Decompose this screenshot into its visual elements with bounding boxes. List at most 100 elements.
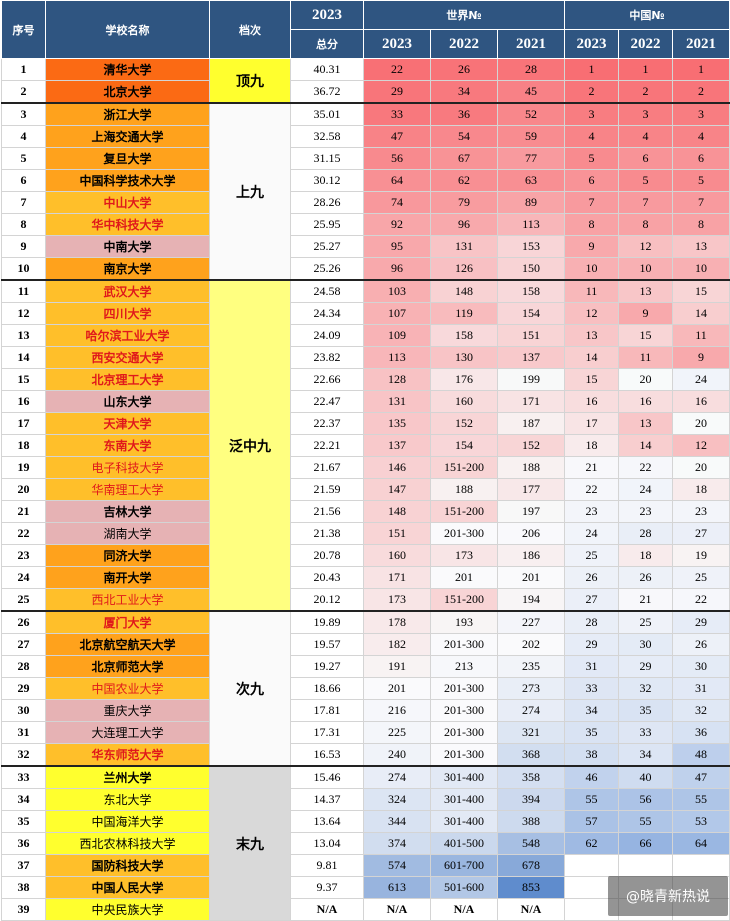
school-name: 华南理工大学 xyxy=(45,478,210,501)
china-rank-2021: 26 xyxy=(672,633,730,656)
table-row: 27 北京航空航天大学 19.57 182 201-300 202 29 30 26 xyxy=(1,633,730,656)
total-score: 13.64 xyxy=(290,810,364,833)
rank-number: 19 xyxy=(1,456,46,479)
total-score: 24.58 xyxy=(290,279,364,303)
table-row: 11 武汉大学 泛中九 24.58 103 148 158 11 13 15 xyxy=(1,279,730,612)
china-rank-2023: 13 xyxy=(564,324,619,347)
table-row: 30 重庆大学 17.81 216 201-300 274 34 35 32 xyxy=(1,699,730,722)
school-name: 哈尔滨工业大学 xyxy=(45,324,210,347)
total-score: 31.15 xyxy=(290,147,364,170)
table-row: 13 哈尔滨工业大学 24.09 109 158 151 13 15 11 xyxy=(1,324,730,347)
world-rank-2022: 160 xyxy=(430,390,498,413)
china-rank-2022: 33 xyxy=(618,721,673,744)
total-score: 21.67 xyxy=(290,456,364,479)
total-score: 17.81 xyxy=(290,699,364,722)
world-rank-2023: 201 xyxy=(363,677,431,700)
world-rank-2023: 107 xyxy=(363,302,431,325)
rank-number: 30 xyxy=(1,699,46,722)
china-rank-2021: 6 xyxy=(672,147,730,170)
table-row: 10 南京大学 25.26 96 126 150 10 10 10 xyxy=(1,257,730,281)
total-score: 25.26 xyxy=(290,257,364,281)
world-rank-2021: 151 xyxy=(497,324,565,347)
rank-number: 17 xyxy=(1,412,46,435)
table-row: 25 西北工业大学 20.12 173 151-200 194 27 21 22 xyxy=(1,588,730,612)
world-rank-2021: 188 xyxy=(497,456,565,479)
china-rank-2021: 8 xyxy=(672,213,730,236)
world-rank-2023: 135 xyxy=(363,412,431,435)
total-score: 22.47 xyxy=(290,390,364,413)
school-name: 中央民族大学 xyxy=(45,898,210,921)
total-score: 22.66 xyxy=(290,368,364,391)
world-rank-2022: 54 xyxy=(430,125,498,148)
world-rank-2021: 548 xyxy=(497,832,565,855)
rank-number: 7 xyxy=(1,191,46,214)
world-rank-2023: 74 xyxy=(363,191,431,214)
total-score: N/A xyxy=(290,898,364,921)
table-row: 7 中山大学 28.26 74 79 89 7 7 7 xyxy=(1,191,730,214)
china-rank-2023: 2 xyxy=(564,80,619,104)
table-row: 22 湖南大学 21.38 151 201-300 206 24 28 27 xyxy=(1,522,730,545)
world-rank-2021: 206 xyxy=(497,522,565,545)
china-rank-2023: 16 xyxy=(564,390,619,413)
china-rank-2021: 4 xyxy=(672,125,730,148)
school-name: 复旦大学 xyxy=(45,147,210,170)
school-name: 中国人民大学 xyxy=(45,876,210,899)
school-name: 北京理工大学 xyxy=(45,368,210,391)
world-rank-2021: N/A xyxy=(497,898,565,921)
china-rank-2021: 23 xyxy=(672,500,730,523)
china-rank-2021: 30 xyxy=(672,655,730,678)
china-rank-2022: 24 xyxy=(618,478,673,501)
table-row: 32 华东师范大学 16.53 240 201-300 368 38 34 48 xyxy=(1,743,730,767)
header-total-score: 总分 xyxy=(290,29,364,59)
world-rank-2022: 154 xyxy=(430,434,498,457)
header-world-2021: 2021 xyxy=(497,29,565,59)
china-rank-2022: 20 xyxy=(618,368,673,391)
china-rank-2022: 4 xyxy=(618,125,673,148)
total-score: 40.31 xyxy=(290,58,364,81)
china-rank-2022: 23 xyxy=(618,500,673,523)
source-watermark: @晓青新热说 xyxy=(608,876,728,916)
header-world-rank: 世界№ xyxy=(363,0,565,30)
school-name: 中国海洋大学 xyxy=(45,810,210,833)
world-rank-2023: 171 xyxy=(363,566,431,589)
china-rank-2022: 14 xyxy=(618,434,673,457)
china-rank-2023: 12 xyxy=(564,302,619,325)
china-rank-2022: 21 xyxy=(618,588,673,612)
school-name: 重庆大学 xyxy=(45,699,210,722)
total-score: 25.95 xyxy=(290,213,364,236)
china-rank-2023: 22 xyxy=(564,478,619,501)
world-rank-2022: 151-200 xyxy=(430,500,498,523)
world-rank-2023: 574 xyxy=(363,854,431,877)
total-score: 24.34 xyxy=(290,302,364,325)
table-row: 19 电子科技大学 21.67 146 151-200 188 21 22 20 xyxy=(1,456,730,479)
school-name: 中南大学 xyxy=(45,235,210,258)
china-rank-2021: 31 xyxy=(672,677,730,700)
china-rank-2022: 66 xyxy=(618,832,673,855)
school-name: 上海交通大学 xyxy=(45,125,210,148)
rank-number: 14 xyxy=(1,346,46,369)
rank-number: 37 xyxy=(1,854,46,877)
table-row: 5 复旦大学 31.15 56 67 77 5 6 6 xyxy=(1,147,730,170)
rank-number: 26 xyxy=(1,610,46,634)
world-rank-2023: 324 xyxy=(363,788,431,811)
world-rank-2021: 187 xyxy=(497,412,565,435)
world-rank-2023: 95 xyxy=(363,235,431,258)
china-rank-2023: 18 xyxy=(564,434,619,457)
china-rank-2022: 34 xyxy=(618,743,673,767)
table-row: 3 浙江大学 上九 35.01 33 36 52 3 3 3 xyxy=(1,102,730,281)
china-rank-2021: 32 xyxy=(672,699,730,722)
china-rank-2022: 12 xyxy=(618,235,673,258)
china-rank-2023: 57 xyxy=(564,810,619,833)
table-row: 18 东南大学 22.21 137 154 152 18 14 12 xyxy=(1,434,730,457)
rank-number: 38 xyxy=(1,876,46,899)
school-name: 华东师范大学 xyxy=(45,743,210,767)
rank-number: 21 xyxy=(1,500,46,523)
world-rank-2021: 273 xyxy=(497,677,565,700)
total-score: 24.09 xyxy=(290,324,364,347)
china-rank-2021: 55 xyxy=(672,788,730,811)
school-name: 电子科技大学 xyxy=(45,456,210,479)
header-china-2022: 2022 xyxy=(618,29,673,59)
china-rank-2022: 2 xyxy=(618,80,673,104)
world-rank-2021: 197 xyxy=(497,500,565,523)
world-rank-2021: 113 xyxy=(497,213,565,236)
